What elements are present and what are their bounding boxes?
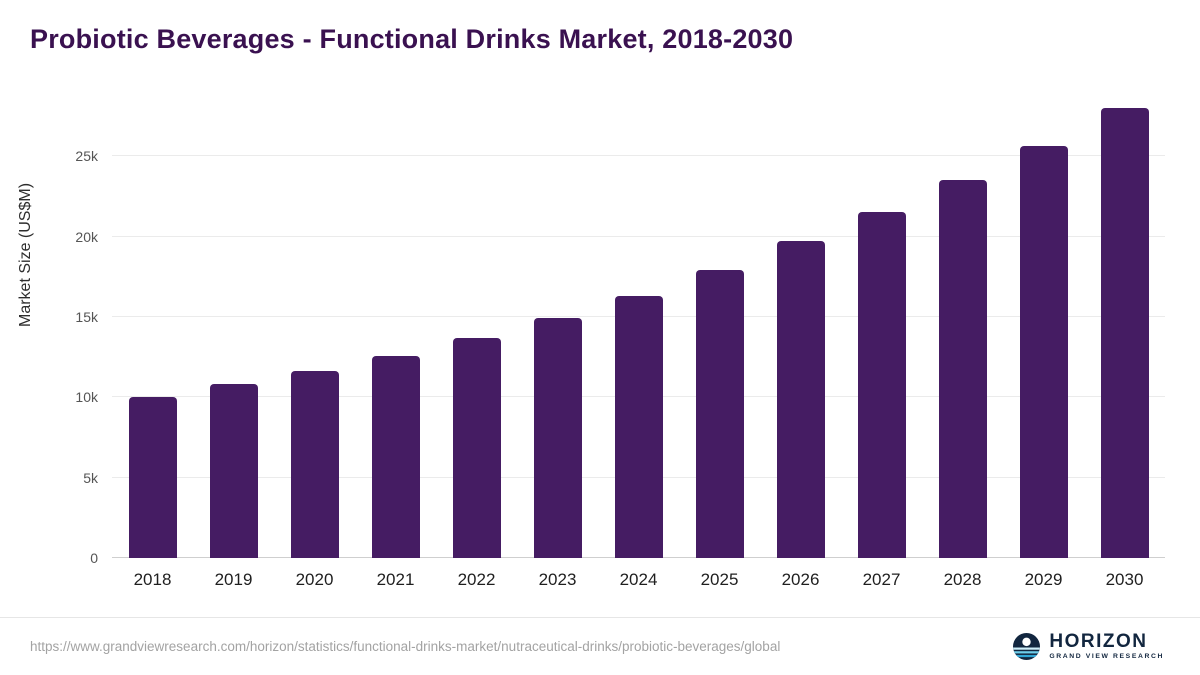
bar-slot	[112, 96, 193, 558]
y-tick-label: 10k	[75, 389, 98, 406]
bar-2023	[533, 317, 582, 558]
bar-slot	[922, 96, 1003, 558]
bar-2029	[1019, 145, 1068, 558]
bar-2028	[938, 179, 987, 558]
bar-2027	[857, 211, 906, 558]
horizon-logo-subtitle: GRAND VIEW RESEARCH	[1049, 653, 1164, 661]
x-tick-label: 2026	[781, 570, 820, 589]
bar-slot	[517, 96, 598, 558]
bar-2030	[1100, 108, 1149, 558]
source-url: https://www.grandviewresearch.com/horizo…	[30, 639, 781, 654]
bar-2022	[452, 337, 501, 558]
bar-2020	[290, 370, 339, 558]
gridline	[112, 155, 1165, 157]
x-tick-label: 2025	[700, 570, 739, 589]
bar-2025	[695, 269, 744, 558]
bar-slot	[274, 96, 355, 558]
x-tick-label: 2020	[295, 570, 334, 589]
bar-slot	[436, 96, 517, 558]
bar-2021	[371, 355, 420, 558]
y-tick-label: 25k	[75, 148, 98, 165]
x-tick-label: 2029	[1024, 570, 1063, 589]
bar-slot	[1003, 96, 1084, 558]
y-tick-label: 15k	[75, 308, 98, 325]
bar-slot	[841, 96, 922, 558]
horizon-logo-icon	[1013, 632, 1041, 660]
x-tick-label: 2021	[376, 570, 415, 589]
bar-slot	[760, 96, 841, 558]
bar-slot	[193, 96, 274, 558]
x-tick-label: 2019	[214, 570, 253, 589]
bar-slot	[1084, 96, 1165, 558]
x-tick-label: 2023	[538, 570, 577, 589]
horizon-logo-text: HORIZON GRAND VIEW RESEARCH	[1049, 632, 1164, 661]
bar-series	[112, 96, 1165, 558]
plot-area: 2018 2019 2020 2021 2022 2023 2024 2025 2026 2027…	[75, 96, 1165, 589]
bar-2019	[209, 384, 258, 558]
x-tick-label: 2024	[619, 570, 658, 589]
horizon-logo-name: HORIZON	[1049, 631, 1148, 653]
footer: https://www.grandviewresearch.com/horizo…	[0, 617, 1200, 675]
bar-slot	[679, 96, 760, 558]
x-tick-label: 2022	[457, 570, 496, 589]
bar-2018	[128, 397, 177, 558]
bar-2024	[614, 296, 663, 558]
bar-2026	[776, 241, 825, 558]
y-tick-label: 0	[90, 550, 98, 566]
bar-slot	[355, 96, 436, 558]
x-tick-label: 2018	[133, 570, 172, 589]
x-tick-label: 2027	[862, 570, 901, 589]
y-axis-title: Market Size (US$M)	[17, 182, 34, 327]
y-tick-label: 20k	[75, 228, 98, 245]
gridline	[112, 235, 1165, 237]
x-tick-label: 2030	[1105, 570, 1144, 589]
x-axis-labels: 2018 2019 2020 2021 2022 2023 2024 2025 2026 2027…	[112, 570, 1165, 590]
chart-title: Probiotic Beverages - Functional Drinks …	[30, 24, 794, 54]
bar-slot	[598, 96, 679, 558]
horizon-logo: HORIZON GRAND VIEW RESEARCH	[1013, 632, 1164, 661]
y-tick-label: 5k	[83, 469, 98, 486]
x-tick-label: 2028	[943, 570, 982, 589]
